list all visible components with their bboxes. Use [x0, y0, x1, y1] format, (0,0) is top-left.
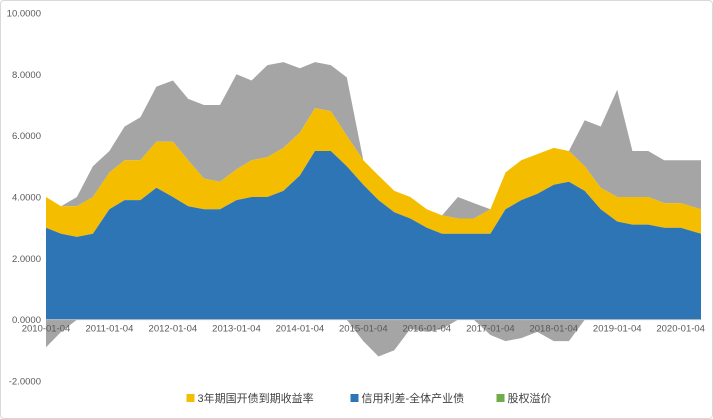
- x-tick-label: 2014-01-04: [276, 324, 325, 335]
- x-tick-label: 2012-01-04: [149, 324, 198, 335]
- x-tick-label: 2018-01-04: [529, 324, 578, 335]
- y-tick-label: 0.0000: [12, 315, 41, 326]
- x-tick-label: 2010-01-04: [22, 324, 71, 335]
- x-tick-label: 2013-01-04: [212, 324, 261, 335]
- y-tick-label: -2.0000: [9, 377, 41, 388]
- legend: 3年期国开债到期收益率 信用利差-全体产业债 股权溢价: [186, 391, 552, 405]
- y-tick-label: 8.0000: [12, 70, 41, 81]
- area-equity-premium-positive: [46, 62, 701, 219]
- legend-swatch: [186, 394, 195, 402]
- area-cdb-3y-yield: [46, 108, 701, 237]
- plot-area: [46, 62, 701, 357]
- legend-label: 股权溢价: [508, 391, 552, 405]
- x-tick-label: 2019-01-04: [593, 324, 642, 335]
- x-tick-label: 2020-01-04: [656, 324, 705, 335]
- y-tick-label: 2.0000: [12, 254, 41, 265]
- x-axis: 2010-01-04 2011-01-04 2012-01-04 2013-01-04…: [22, 324, 705, 335]
- x-tick-label: 2017-01-04: [466, 324, 515, 335]
- legend-swatch: [350, 394, 359, 402]
- x-tick-label: 2015-01-04: [339, 324, 388, 335]
- y-tick-label: 6.0000: [12, 131, 41, 142]
- y-axis: -2.0000 0.0000 2.0000 4.0000 6.0000 8.0000 10.…: [7, 9, 41, 388]
- x-tick-label: 2011-01-04: [85, 324, 133, 335]
- x-tick-label: 2016-01-04: [402, 324, 451, 335]
- y-tick-label: 10.0000: [7, 9, 41, 20]
- area-equity-premium-negative: [46, 319, 701, 357]
- legend-label: 信用利差-全体产业债: [362, 391, 465, 405]
- area-credit-spread: [46, 151, 701, 320]
- legend-swatch: [496, 394, 505, 402]
- legend-label: 3年期国开债到期收益率: [198, 391, 314, 405]
- y-tick-label: 4.0000: [12, 193, 41, 204]
